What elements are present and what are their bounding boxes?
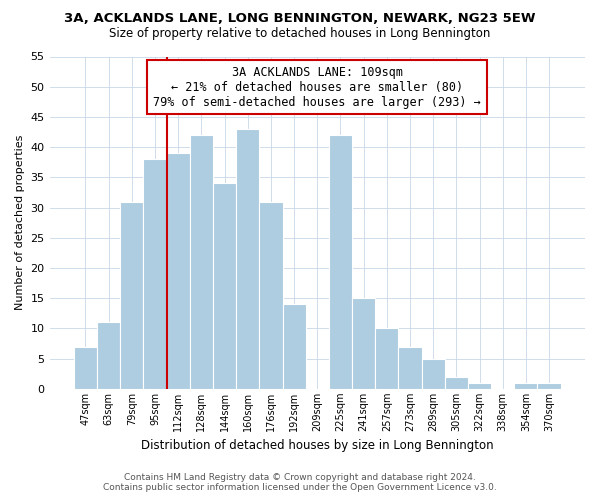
Bar [283,304,305,389]
Bar [213,184,236,389]
Text: 3A ACKLANDS LANE: 109sqm
← 21% of detached houses are smaller (80)
79% of semi-d: 3A ACKLANDS LANE: 109sqm ← 21% of detach… [154,66,481,108]
Bar [236,129,259,389]
Bar [74,346,97,389]
Bar [352,298,375,389]
X-axis label: Distribution of detached houses by size in Long Bennington: Distribution of detached houses by size … [141,440,494,452]
Text: Contains HM Land Registry data © Crown copyright and database right 2024.
Contai: Contains HM Land Registry data © Crown c… [103,473,497,492]
Bar [259,202,283,389]
Bar [422,358,445,389]
Bar [97,322,120,389]
Bar [375,328,398,389]
Text: Size of property relative to detached houses in Long Bennington: Size of property relative to detached ho… [109,28,491,40]
Bar [120,202,143,389]
Bar [468,383,491,389]
Bar [538,383,560,389]
Bar [143,159,167,389]
Bar [514,383,538,389]
Bar [190,135,213,389]
Bar [398,346,422,389]
Bar [167,153,190,389]
Text: 3A, ACKLANDS LANE, LONG BENNINGTON, NEWARK, NG23 5EW: 3A, ACKLANDS LANE, LONG BENNINGTON, NEWA… [64,12,536,26]
Y-axis label: Number of detached properties: Number of detached properties [15,135,25,310]
Bar [329,135,352,389]
Bar [445,377,468,389]
